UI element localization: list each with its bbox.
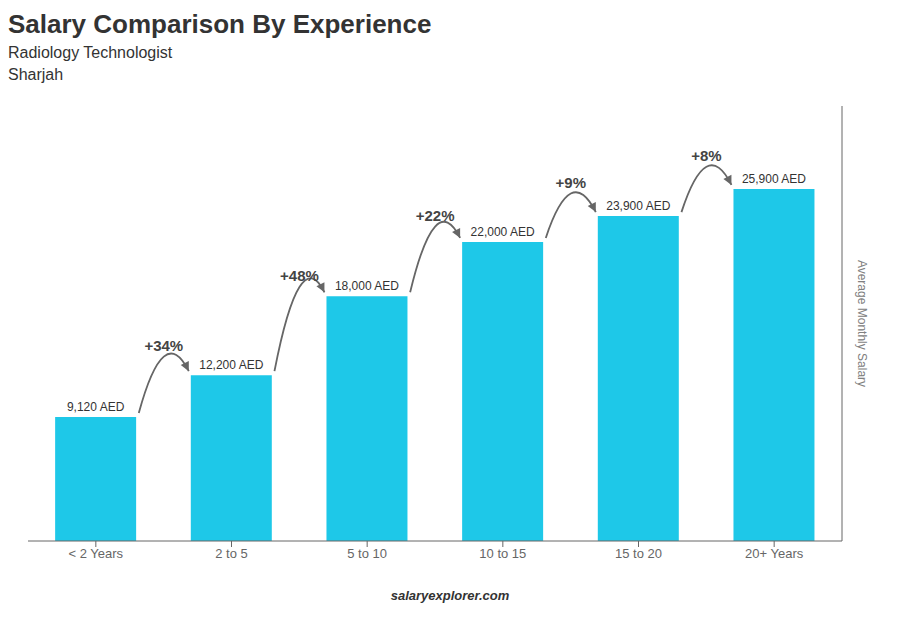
svg-text:5 to 10: 5 to 10 bbox=[347, 546, 387, 561]
svg-text:23,900 AED: 23,900 AED bbox=[606, 199, 670, 213]
html-text:Radiology Technologist: Radiology Technologist bbox=[8, 44, 173, 61]
svg-text:20+ Years: 20+ Years bbox=[745, 546, 804, 561]
svg-text:2 to 5: 2 to 5 bbox=[215, 546, 248, 561]
svg-text:15 to 20: 15 to 20 bbox=[615, 546, 662, 561]
svg-text:+8%: +8% bbox=[691, 147, 721, 164]
svg-text:< 2 Years: < 2 Years bbox=[69, 546, 124, 561]
html-text:Sharjah: Sharjah bbox=[8, 66, 64, 83]
svg-text:25,900 AED: 25,900 AED bbox=[742, 172, 806, 186]
svg-text:9,120 AED: 9,120 AED bbox=[67, 400, 125, 414]
svg-text:18,000 AED: 18,000 AED bbox=[335, 279, 399, 293]
html-text:Salary Comparison By Experienc: Salary Comparison By Experience bbox=[8, 9, 432, 39]
html-text:salaryexplorer.com: salaryexplorer.com bbox=[390, 588, 510, 603]
svg-text:+9%: +9% bbox=[556, 174, 586, 191]
svg-text:22,000 AED: 22,000 AED bbox=[471, 225, 535, 239]
svg-text:10 to 15: 10 to 15 bbox=[479, 546, 526, 561]
svg-text:+22%: +22% bbox=[416, 207, 455, 224]
svg-text:+34%: +34% bbox=[144, 337, 183, 354]
svg-text:+48%: +48% bbox=[280, 267, 319, 284]
svg-text:Average Monthly Salary: Average Monthly Salary bbox=[855, 260, 869, 387]
svg-text:12,200 AED: 12,200 AED bbox=[199, 358, 263, 372]
